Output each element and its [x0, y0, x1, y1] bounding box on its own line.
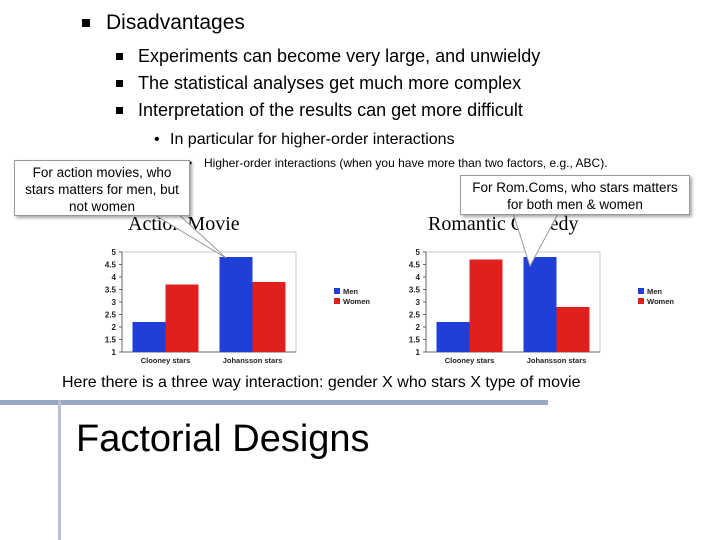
action-movie-chart: 1 1.5 2 2.5 3 3.5 4 4.5 5 Clooney stars Johansson …	[105, 248, 370, 365]
y-tick-label: 5	[112, 248, 117, 257]
y-tick-label: 4	[416, 273, 421, 282]
bullet-marker	[116, 53, 123, 60]
y-tick-label: 3	[112, 298, 117, 307]
legend-swatch	[334, 298, 340, 304]
sub-point: In particular for higher-order interacti…	[170, 131, 455, 148]
y-tick-label: 3.5	[105, 286, 117, 295]
x-tick-label: Clooney stars	[445, 356, 495, 365]
y-tick-label: 2	[416, 323, 421, 332]
sub-sub-point: Higher-order interactions (when you have…	[204, 156, 608, 170]
y-tick-label: 1	[416, 348, 421, 357]
bar-men	[132, 322, 166, 352]
y-tick-label: 3	[416, 298, 421, 307]
divider-vertical	[58, 400, 61, 540]
caption: Here there is a three way interaction: g…	[62, 374, 581, 391]
bullet-marker	[82, 19, 90, 27]
point-1: Experiments can become very large, and u…	[138, 46, 541, 66]
bar-men	[219, 257, 253, 352]
y-tick-label: 1.5	[409, 336, 421, 345]
y-tick-label: 2.5	[105, 311, 117, 320]
bar-women	[252, 282, 286, 352]
sub-point-bullet: •	[154, 131, 160, 148]
legend-swatch	[638, 298, 644, 304]
bar-women	[469, 259, 503, 352]
callout-romcom: For Rom.Coms, who stars matters for both…	[460, 175, 690, 215]
romcom-chart: 1 1.5 2 2.5 3 3.5 4 4.5 5 Clooney stars Johansson …	[409, 248, 674, 365]
legend-swatch	[334, 288, 340, 294]
y-tick-label: 1	[112, 348, 117, 357]
chart-title-romcom: Romantic Comedy	[428, 213, 579, 235]
x-tick-label: Clooney stars	[141, 356, 191, 365]
bar-men	[523, 257, 557, 352]
bullet-marker	[116, 107, 123, 114]
legend-label: Men	[647, 287, 662, 296]
legend-swatch	[638, 288, 644, 294]
bar-men	[436, 322, 470, 352]
point-2: The statistical analyses get much more c…	[138, 73, 522, 93]
y-tick-label: 2.5	[409, 311, 421, 320]
y-tick-label: 4	[112, 273, 117, 282]
x-tick-label: Johansson stars	[527, 356, 587, 365]
y-tick-label: 3.5	[409, 286, 421, 295]
legend-label: Women	[647, 297, 674, 306]
callout-action: For action movies, who stars matters for…	[14, 160, 190, 216]
legend-label: Men	[343, 287, 358, 296]
bar-women	[165, 284, 199, 352]
y-tick-label: 4.5	[105, 261, 117, 270]
y-tick-label: 1.5	[105, 336, 117, 345]
chart-title-action: Action Movie	[128, 213, 240, 235]
legend-label: Women	[343, 297, 370, 306]
y-tick-label: 5	[416, 248, 421, 257]
bullet-marker	[116, 80, 123, 87]
y-tick-label: 4.5	[409, 261, 421, 270]
x-tick-label: Johansson stars	[223, 356, 283, 365]
footer-title: Factorial Designs	[76, 418, 370, 460]
divider-horizontal	[0, 400, 548, 405]
y-tick-label: 2	[112, 323, 117, 332]
sub-sub-point-bullet: •	[188, 156, 193, 170]
slide-heading: Disadvantages	[106, 11, 245, 34]
point-3: Interpretation of the results can get mo…	[138, 100, 523, 120]
bar-women	[556, 307, 590, 352]
